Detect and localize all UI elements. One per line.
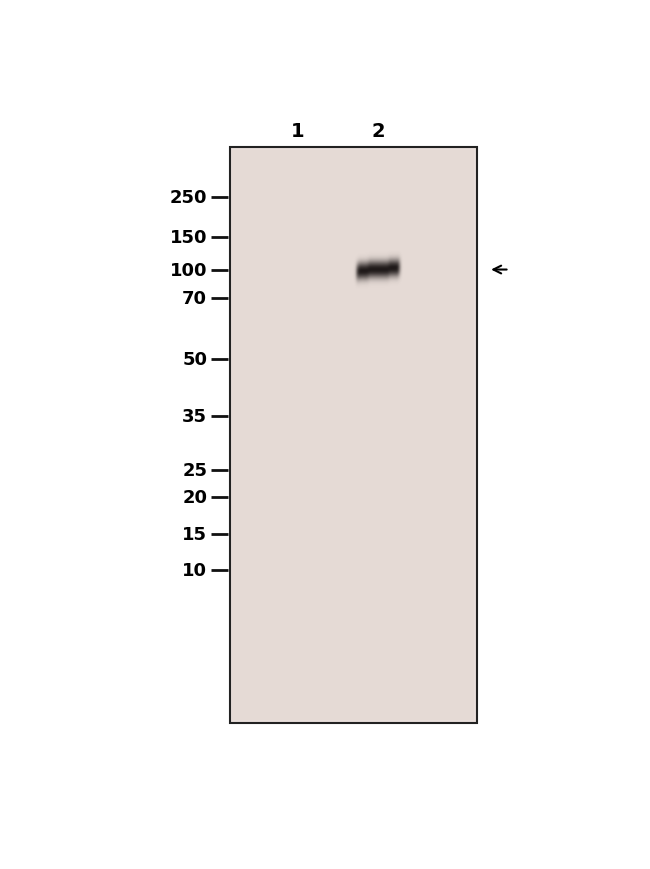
Text: 100: 100 <box>170 262 207 279</box>
Text: 35: 35 <box>182 408 207 426</box>
Text: 70: 70 <box>182 289 207 308</box>
Text: 10: 10 <box>182 561 207 580</box>
Text: 50: 50 <box>182 351 207 368</box>
Text: 15: 15 <box>182 526 207 543</box>
Bar <box>233 151 474 720</box>
Text: 20: 20 <box>182 488 207 506</box>
Text: 25: 25 <box>182 461 207 480</box>
Text: 2: 2 <box>372 122 385 141</box>
Text: 150: 150 <box>170 229 207 247</box>
Text: 1: 1 <box>291 122 305 141</box>
Text: 250: 250 <box>170 189 207 207</box>
Bar <box>230 148 476 723</box>
